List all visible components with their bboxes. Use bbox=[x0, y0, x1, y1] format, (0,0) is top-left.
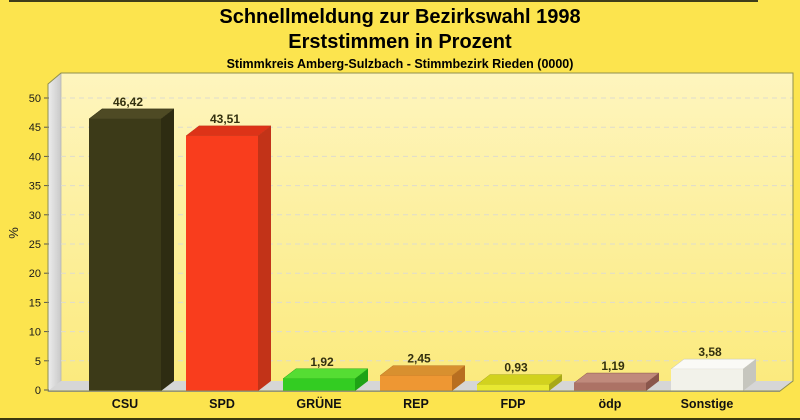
bar-front-face bbox=[380, 375, 452, 391]
bar-top-face bbox=[185, 125, 272, 137]
bottom-divider bbox=[0, 417, 800, 420]
x-category-label: REP bbox=[403, 397, 429, 411]
gridlines bbox=[61, 97, 793, 362]
bar-side-face bbox=[161, 108, 174, 392]
y-tick-label: 15 bbox=[29, 297, 41, 309]
bar-top-face bbox=[476, 374, 563, 385]
x-category-label: GRÜNE bbox=[296, 396, 341, 411]
x-category-label: SPD bbox=[209, 397, 235, 411]
bar-top-face bbox=[88, 108, 175, 120]
y-tick-label: 0 bbox=[35, 385, 41, 397]
bar-front-face bbox=[186, 135, 258, 391]
y-tick-label: 35 bbox=[29, 181, 41, 193]
bar-side-face bbox=[258, 125, 271, 391]
y-axis-label: % bbox=[6, 227, 21, 239]
top-divider bbox=[9, 0, 758, 2]
bar-value-label: 1,92 bbox=[310, 355, 334, 369]
bar-side-face bbox=[355, 368, 368, 391]
bar-side-face bbox=[549, 374, 562, 391]
bar-front-face bbox=[574, 383, 646, 391]
y-tick-label: 40 bbox=[29, 151, 41, 163]
chart-caption: Stimmkreis Amberg-Sulzbach - Stimmbezirk… bbox=[226, 57, 574, 71]
bar-value-label: 3,58 bbox=[698, 345, 722, 359]
y-axis-ticks: 0 5 10 15 20 25 30 35 40 45 50 bbox=[29, 93, 49, 397]
y-tick-label: 20 bbox=[29, 268, 41, 280]
bar-front-face bbox=[283, 378, 355, 391]
y-tick-label: 25 bbox=[29, 239, 41, 251]
x-category-label: CSU bbox=[112, 397, 138, 411]
bar-SPD: 43,51 SPD bbox=[185, 112, 272, 411]
axis-wall bbox=[48, 73, 61, 391]
bar-front-face bbox=[89, 118, 161, 392]
bar-top-face bbox=[282, 368, 369, 380]
y-tick-label: 45 bbox=[29, 122, 41, 134]
x-category-label: ödp bbox=[599, 397, 622, 411]
bar-value-label: 46,42 bbox=[113, 95, 143, 109]
bar-value-label: 1,19 bbox=[601, 359, 625, 373]
chart-header: Schnellmeldung zur Bezirkswahl 1998 Erst… bbox=[0, 5, 800, 72]
bar-top-face bbox=[670, 358, 757, 370]
bar-top-face bbox=[573, 372, 660, 384]
bar-ödp: 1,19 ödp bbox=[573, 359, 660, 411]
chart-subtitle: Erststimmen in Prozent bbox=[288, 31, 512, 53]
plot-border bbox=[47, 72, 794, 392]
bar-front-face bbox=[671, 369, 743, 391]
bar-side-face bbox=[646, 373, 659, 391]
bar-CSU: 46,42 CSU bbox=[88, 95, 175, 411]
y-tick-label: 50 bbox=[29, 93, 41, 105]
bar-side-face bbox=[452, 365, 465, 391]
bar-REP: 2,45 REP bbox=[379, 352, 466, 411]
bar-value-label: 0,93 bbox=[504, 361, 528, 375]
chart-title: Schnellmeldung zur Bezirkswahl 1998 bbox=[219, 6, 581, 28]
bar-FDP: 0,93 FDP bbox=[476, 361, 563, 411]
y-tick-label: 30 bbox=[29, 210, 41, 222]
bar-top-face bbox=[379, 365, 466, 376]
x-category-label: Sonstige bbox=[681, 397, 734, 411]
bar-GRÜNE: 1,92 GRÜNE bbox=[282, 355, 369, 411]
bar-value-label: 43,51 bbox=[210, 112, 240, 126]
bar-value-label: 2,45 bbox=[407, 352, 431, 366]
bar-side-face bbox=[743, 359, 756, 391]
bar-front-face bbox=[477, 384, 549, 391]
bar-Sonstige: 3,58 Sonstige bbox=[670, 345, 757, 411]
y-tick-label: 5 bbox=[35, 356, 41, 368]
y-tick-label: 10 bbox=[29, 327, 41, 339]
x-category-label: FDP bbox=[501, 397, 526, 411]
